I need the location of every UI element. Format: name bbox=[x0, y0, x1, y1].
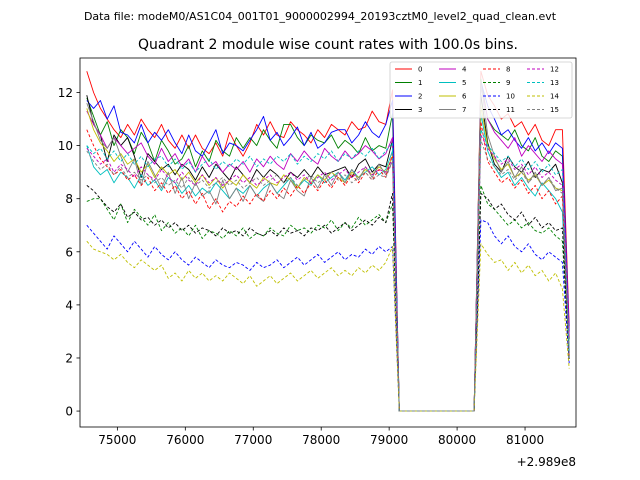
plot-area bbox=[86, 70, 570, 412]
x-tick-label: 75000 bbox=[98, 433, 136, 447]
y-tick-label: 6 bbox=[65, 245, 73, 259]
legend-label-9: 9 bbox=[506, 79, 510, 87]
series-line-10 bbox=[86, 219, 570, 412]
x-tick-label: 79000 bbox=[370, 433, 408, 447]
series-line-3 bbox=[86, 94, 570, 412]
y-tick-label: 10 bbox=[58, 139, 73, 153]
chart-suptitle: Data file: modeM0/AS1C04_001T01_90000029… bbox=[84, 10, 557, 23]
legend-label-8: 8 bbox=[506, 66, 510, 74]
legend-label-11: 11 bbox=[506, 106, 515, 114]
series-line-15 bbox=[86, 139, 570, 412]
y-tick-label: 2 bbox=[65, 351, 73, 365]
y-tick-label: 12 bbox=[58, 86, 73, 100]
y-tick-label: 8 bbox=[65, 192, 73, 206]
y-tick-label: 4 bbox=[65, 298, 73, 312]
legend-label-15: 15 bbox=[550, 106, 559, 114]
legend-label-0: 0 bbox=[418, 66, 422, 74]
axes: 75000 76000 77000 78000 79000 80000 81000 0 2 4 6 8… bbox=[58, 57, 577, 447]
y-tick-label: 0 bbox=[65, 405, 73, 419]
series-line-11 bbox=[86, 185, 570, 412]
legend-label-5: 5 bbox=[462, 79, 466, 87]
legend-label-4: 4 bbox=[462, 66, 467, 74]
series-line-14 bbox=[86, 240, 570, 412]
legend-label-7: 7 bbox=[462, 106, 466, 114]
series-line-7 bbox=[86, 81, 570, 412]
x-tick-label: 76000 bbox=[166, 433, 204, 447]
legend-label-1: 1 bbox=[418, 79, 422, 87]
x-tick-label: 77000 bbox=[234, 433, 272, 447]
x-tick-label: 78000 bbox=[302, 433, 340, 447]
chart-title: Quadrant 2 module wise count rates with … bbox=[138, 37, 518, 53]
x-tick-label: 81000 bbox=[506, 433, 544, 447]
axes-frame bbox=[79, 57, 577, 428]
legend-label-3: 3 bbox=[418, 106, 422, 114]
legend-label-13: 13 bbox=[550, 79, 559, 87]
series-line-8 bbox=[86, 121, 570, 412]
series-line-9 bbox=[86, 184, 570, 412]
legend-label-14: 14 bbox=[550, 93, 559, 101]
x-tick-label: 80000 bbox=[438, 433, 476, 447]
series-line-0 bbox=[86, 70, 570, 412]
series-line-4 bbox=[86, 84, 570, 412]
legend-label-10: 10 bbox=[506, 93, 515, 101]
series-line-12 bbox=[86, 134, 570, 412]
x-offset-label: +2.989e8 bbox=[517, 455, 576, 469]
legend-label-6: 6 bbox=[462, 93, 467, 101]
legend-box bbox=[389, 61, 573, 119]
legend-label-2: 2 bbox=[418, 93, 422, 101]
legend-label-12: 12 bbox=[550, 66, 559, 74]
series-line-5 bbox=[86, 113, 570, 412]
